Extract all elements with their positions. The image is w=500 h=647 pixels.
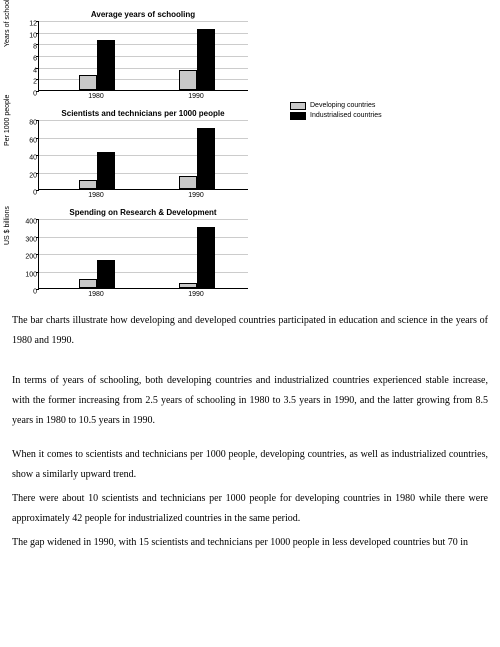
legend: Developing countries Industrialised count… bbox=[290, 102, 382, 122]
chart-2: US $ billionsSpending on Research & Deve… bbox=[18, 208, 500, 301]
bar bbox=[79, 279, 97, 288]
x-tick-label: 1990 bbox=[178, 192, 214, 199]
x-tick-label: 1980 bbox=[78, 192, 114, 199]
paragraph-5: The gap widened in 1990, with 15 scienti… bbox=[12, 533, 488, 553]
y-tick-label: 200 bbox=[21, 254, 37, 261]
y-axis-label: Per 1000 people bbox=[4, 94, 11, 145]
y-tick-label: 300 bbox=[21, 236, 37, 243]
bar bbox=[79, 75, 97, 90]
bar bbox=[197, 227, 215, 288]
legend-label: Industrialised countries bbox=[310, 112, 382, 120]
y-tick-label: 6 bbox=[21, 56, 37, 63]
x-tick-label: 1990 bbox=[178, 291, 214, 298]
chart-title: Spending on Research & Development bbox=[38, 208, 248, 217]
bar bbox=[179, 176, 197, 189]
paragraph-4: There were about 10 scientists and techn… bbox=[12, 489, 488, 529]
chart-1: Per 1000 peopleScientists and technician… bbox=[18, 109, 500, 202]
y-axis-label: Years of schooling bbox=[4, 0, 11, 47]
legend-swatch bbox=[290, 112, 306, 120]
chart-0: Years of schoolingAverage years of schoo… bbox=[18, 10, 500, 103]
bar bbox=[97, 40, 115, 90]
legend-item: Developing countries bbox=[290, 102, 382, 110]
paragraph-1: The bar charts illustrate how developing… bbox=[12, 311, 488, 351]
legend-item: Industrialised countries bbox=[290, 112, 382, 120]
y-tick-label: 8 bbox=[21, 44, 37, 51]
legend-swatch bbox=[290, 102, 306, 110]
paragraph-3: When it comes to scientists and technici… bbox=[12, 445, 488, 485]
bar bbox=[97, 152, 115, 189]
y-tick-label: 400 bbox=[21, 219, 37, 226]
bar bbox=[197, 29, 215, 90]
bar bbox=[179, 283, 197, 288]
bar bbox=[97, 260, 115, 288]
y-tick-label: 0 bbox=[21, 91, 37, 98]
y-tick-label: 80 bbox=[21, 120, 37, 127]
y-tick-label: 0 bbox=[21, 190, 37, 197]
legend-label: Developing countries bbox=[310, 102, 375, 110]
paragraph-2: In terms of years of schooling, both dev… bbox=[12, 371, 488, 431]
y-tick-label: 40 bbox=[21, 155, 37, 162]
y-tick-label: 2 bbox=[21, 79, 37, 86]
y-tick-label: 100 bbox=[21, 271, 37, 278]
chart-title: Average years of schooling bbox=[38, 10, 248, 19]
y-tick-label: 4 bbox=[21, 67, 37, 74]
bar bbox=[79, 180, 97, 189]
y-tick-label: 20 bbox=[21, 172, 37, 179]
bar bbox=[179, 70, 197, 90]
y-axis-label: US $ billions bbox=[4, 206, 11, 245]
y-tick-label: 10 bbox=[21, 32, 37, 39]
y-tick-label: 60 bbox=[21, 137, 37, 144]
y-tick-label: 12 bbox=[21, 21, 37, 28]
y-tick-label: 0 bbox=[21, 289, 37, 296]
x-tick-label: 1980 bbox=[78, 93, 114, 100]
x-tick-label: 1990 bbox=[178, 93, 214, 100]
bar bbox=[197, 128, 215, 189]
x-tick-label: 1980 bbox=[78, 291, 114, 298]
chart-title: Scientists and technicians per 1000 peop… bbox=[38, 109, 248, 118]
